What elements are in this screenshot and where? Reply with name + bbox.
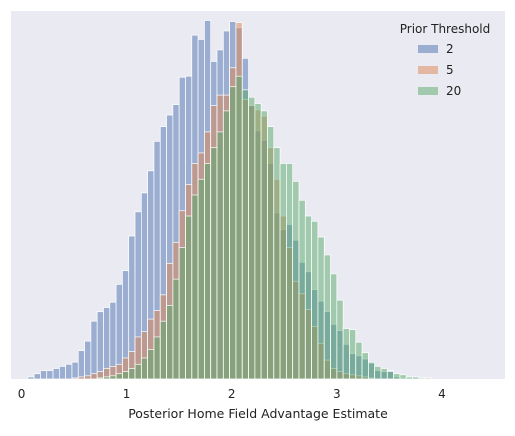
- bar-series-20-bin-14: [115, 373, 123, 380]
- series-20-bars: [96, 75, 432, 380]
- x-tick-label-0: 0: [18, 387, 26, 401]
- bar-series-20-bin-37: [260, 110, 268, 380]
- bar-series-2-bin-11: [96, 311, 104, 380]
- bar-series-20-bin-32: [229, 86, 237, 380]
- bar-series-20-bin-19: [147, 349, 155, 380]
- bar-series-5-bin-10: [90, 373, 98, 380]
- bar-series-20-bin-63: [424, 377, 432, 380]
- bar-series-20-bin-46: [317, 236, 325, 380]
- bar-series-2-bin-1: [33, 373, 41, 380]
- bar-series-2-bin-4: [52, 368, 60, 380]
- bar-series-20-bin-60: [405, 376, 413, 380]
- x-axis-label: Posterior Home Field Advantage Estimate: [128, 406, 388, 421]
- bar-series-20-bin-31: [222, 110, 230, 380]
- bar-series-20-bin-53: [361, 352, 369, 380]
- bar-series-20-bin-54: [368, 361, 376, 380]
- x-tick-label-1: 1: [123, 387, 131, 401]
- bar-series-20-bin-52: [355, 341, 363, 380]
- legend-swatch-2: [418, 45, 438, 53]
- bar-series-2-bin-3: [46, 370, 54, 380]
- bar-series-2-bin-5: [58, 366, 67, 380]
- bar-series-20-bin-47: [323, 254, 331, 380]
- x-tick-label-2: 2: [228, 387, 236, 401]
- bar-series-20-bin-43: [298, 199, 306, 380]
- bar-series-20-bin-40: [279, 163, 287, 380]
- bar-series-20-bin-20: [153, 336, 161, 380]
- bar-series-20-bin-58: [393, 373, 401, 380]
- bar-series-20-bin-34: [241, 89, 249, 380]
- bar-series-20-bin-25: [185, 215, 193, 380]
- bars-layer: [27, 20, 432, 380]
- bar-series-20-bin-33: [235, 75, 243, 380]
- x-axis-ticks: 0 1 2 3 4: [18, 387, 446, 401]
- bar-series-20-bin-26: [191, 194, 199, 380]
- bar-series-20-bin-22: [166, 305, 174, 380]
- bar-series-5-bin-7: [71, 377, 79, 380]
- bar-series-20-bin-49: [336, 299, 344, 380]
- bar-series-20-bin-21: [159, 320, 167, 380]
- bar-series-20-bin-13: [109, 375, 117, 380]
- bar-series-20-bin-45: [311, 220, 319, 380]
- legend-swatch-5: [418, 66, 438, 74]
- legend-label-5: 5: [446, 63, 454, 77]
- bar-series-20-bin-50: [342, 328, 350, 380]
- legend: Prior Threshold 2 5 20: [400, 22, 491, 98]
- bar-series-20-bin-39: [273, 147, 281, 380]
- bar-series-20-bin-42: [292, 180, 300, 380]
- bar-series-20-bin-24: [178, 247, 186, 380]
- bar-series-5-bin-9: [84, 375, 92, 380]
- bar-series-20-bin-27: [197, 178, 205, 380]
- x-tick-label-3: 3: [333, 387, 341, 401]
- bar-series-2-bin-9: [84, 340, 92, 380]
- bar-series-20-bin-41: [286, 163, 294, 380]
- bar-series-20-bin-62: [418, 377, 426, 380]
- bar-series-20-bin-35: [248, 96, 256, 380]
- bar-series-20-bin-28: [204, 163, 212, 380]
- bar-series-20-bin-57: [386, 371, 394, 380]
- bar-series-2-bin-7: [71, 361, 79, 380]
- bar-series-2-bin-10: [90, 320, 98, 380]
- bar-series-20-bin-55: [374, 366, 382, 380]
- bar-series-20-bin-48: [330, 273, 338, 380]
- bar-series-20-bin-11: [96, 377, 104, 380]
- bar-series-20-bin-44: [304, 215, 312, 380]
- bar-series-20-bin-51: [349, 329, 357, 380]
- legend-title: Prior Threshold: [400, 22, 491, 36]
- bar-series-20-bin-23: [172, 278, 180, 380]
- bar-series-5-bin-8: [77, 376, 85, 380]
- bar-series-20-bin-36: [254, 103, 262, 380]
- legend-items: 2 5 20: [418, 42, 461, 98]
- bar-series-20-bin-59: [399, 374, 407, 380]
- bar-series-20-bin-18: [140, 357, 148, 380]
- bar-series-20-bin-30: [216, 131, 224, 380]
- legend-label-20: 20: [446, 84, 461, 98]
- legend-label-2: 2: [446, 42, 454, 56]
- bar-series-20-bin-56: [380, 368, 388, 380]
- legend-swatch-20: [418, 87, 438, 95]
- bar-series-20-bin-15: [122, 371, 130, 380]
- bar-series-2-bin-6: [65, 363, 73, 380]
- bar-series-20-bin-29: [210, 147, 218, 380]
- bar-series-20-bin-12: [103, 376, 111, 380]
- x-tick-label-4: 4: [438, 387, 446, 401]
- bar-series-20-bin-16: [128, 368, 136, 380]
- bar-series-20-bin-17: [134, 363, 142, 380]
- bar-series-20-bin-38: [267, 126, 275, 380]
- bar-series-20-bin-61: [412, 376, 420, 380]
- bar-series-2-bin-8: [77, 350, 85, 380]
- bar-series-2-bin-2: [40, 370, 48, 380]
- bar-series-2-bin-0: [27, 376, 35, 380]
